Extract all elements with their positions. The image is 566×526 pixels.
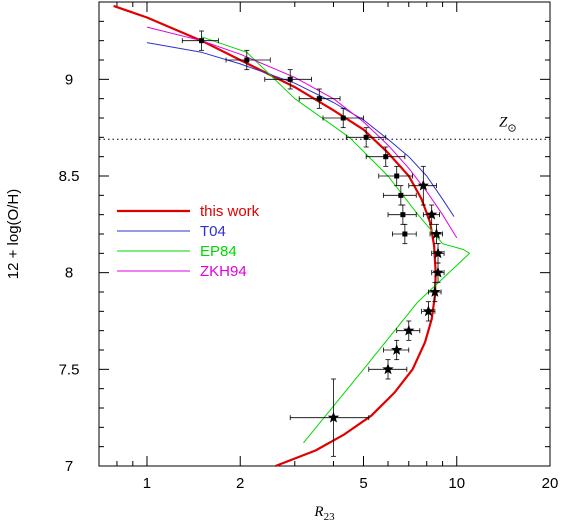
series-line-t04 <box>146 42 455 217</box>
solar-label-main: Z <box>499 114 508 130</box>
y-axis-label: 12 + log(O/H) <box>5 189 22 279</box>
axes-layer <box>98 1 551 467</box>
data-point <box>322 107 364 129</box>
square-marker <box>402 231 408 237</box>
x-tick-label: 10 <box>448 475 465 492</box>
legend: this work T04 EP84 ZKH94 <box>117 203 260 280</box>
legend-label-zkh94: ZKH94 <box>200 263 247 280</box>
plot-frame <box>98 1 551 467</box>
y-tick-label: 8.5 <box>59 168 80 185</box>
legend-label-this-work: this work <box>200 203 260 220</box>
data-point <box>225 49 271 71</box>
star-marker <box>417 179 429 191</box>
star-marker <box>403 324 415 336</box>
square-marker <box>199 38 205 44</box>
data-point <box>396 320 421 341</box>
star-marker <box>429 286 441 297</box>
legend-label-ep84: EP84 <box>200 243 237 260</box>
star-marker <box>327 411 340 423</box>
square-marker <box>316 96 322 102</box>
data-point <box>387 204 417 225</box>
y-tick-label: 7.5 <box>59 361 80 378</box>
star-marker <box>432 266 444 278</box>
square-marker <box>287 76 293 82</box>
x-axis-label: R23 <box>313 504 335 523</box>
data-point <box>431 262 445 283</box>
data-point <box>422 204 440 225</box>
data-point <box>408 165 437 206</box>
star-marker <box>432 247 444 259</box>
data-point <box>383 185 417 206</box>
solar-abundance-label: Z⊙ <box>499 114 517 134</box>
data-point <box>298 88 341 109</box>
solar-label-symbol: ⊙ <box>507 122 516 134</box>
data-point <box>345 127 387 148</box>
data-point <box>181 30 219 51</box>
series-line-this-work <box>113 4 437 468</box>
x-tick-label: 5 <box>359 475 367 492</box>
star-marker <box>430 228 443 239</box>
data-point <box>368 359 408 380</box>
square-marker <box>244 57 250 63</box>
data-point <box>289 378 370 457</box>
series-line-ep84 <box>201 36 471 444</box>
square-marker <box>340 115 346 121</box>
star-marker <box>382 363 394 375</box>
axis-labels: 1 2 5 10 20 7 7.5 8 8.5 9 R23 12 + log(O/H) Z⊙ <box>5 71 558 523</box>
legend-label-t04: T04 <box>200 223 226 240</box>
x-axis-label-subscript: 23 <box>324 511 336 523</box>
x-tick-label: 2 <box>236 475 244 492</box>
data-point <box>428 281 442 303</box>
y-tick-label: 7 <box>65 458 73 475</box>
star-marker <box>391 344 403 355</box>
data-point <box>383 339 410 361</box>
square-marker <box>400 212 406 218</box>
y-tick-label: 9 <box>65 71 73 88</box>
series-line-zkh94 <box>146 26 458 239</box>
square-marker <box>398 192 404 198</box>
square-marker <box>394 173 400 179</box>
points-layer <box>181 30 445 457</box>
y-tick-label: 8 <box>65 265 73 282</box>
data-point <box>421 301 436 322</box>
star-marker <box>422 305 435 317</box>
data-point <box>264 69 313 90</box>
x-tick-label: 20 <box>542 475 559 492</box>
data-point <box>392 223 417 245</box>
x-tick-label: 1 <box>143 475 151 492</box>
star-marker <box>426 208 438 220</box>
square-marker <box>383 154 389 160</box>
x-axis-label-main: R <box>313 504 323 520</box>
data-point <box>365 146 406 167</box>
square-marker <box>363 134 369 140</box>
data-point <box>378 165 413 187</box>
